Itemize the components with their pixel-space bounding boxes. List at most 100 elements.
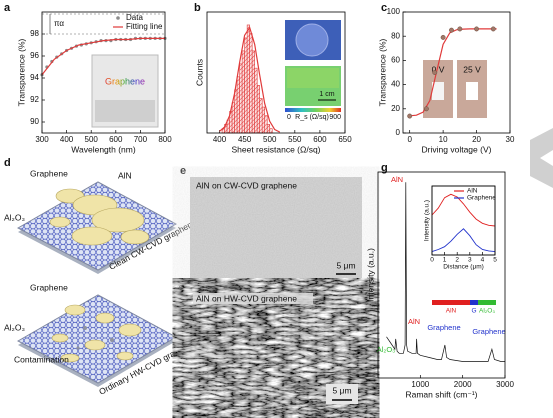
histogram-bar: [234, 89, 238, 134]
caption-box: [193, 293, 313, 304]
histogram-bar: [236, 76, 240, 134]
panel-label: c: [381, 2, 387, 14]
x-tick-label: 30: [506, 135, 515, 144]
scale-label: 5 μm: [332, 385, 351, 395]
histogram-bar: [269, 128, 273, 134]
panel-label: g: [381, 162, 388, 174]
plot-frame: [377, 171, 506, 379]
plot-frame: [41, 11, 166, 134]
y-tick-label: 92: [30, 95, 39, 104]
histogram-bar: [256, 85, 260, 134]
diagram-label: AlN: [118, 170, 132, 180]
y-axis-label: Transparence (%): [377, 38, 387, 106]
peak-label: Graphene: [472, 327, 505, 336]
histogram-bar: [266, 124, 271, 134]
y-tick-label: 60: [391, 56, 400, 65]
x-tick-label: 500: [263, 135, 277, 144]
histogram-bar: [254, 67, 258, 134]
colorbar-segment: [478, 300, 496, 305]
colorbar-label: AlN: [446, 308, 457, 315]
device: [432, 82, 444, 100]
histogram-bar: [249, 33, 253, 134]
data-point: [440, 34, 446, 40]
y-axis-label: Transparence (%): [16, 38, 26, 106]
data-point: [457, 26, 463, 32]
x-tick-label: 400: [213, 135, 227, 144]
peak-label: Al₂O₃: [377, 345, 395, 354]
image-caption: AlN on HW-CVD graphene: [196, 293, 297, 303]
legend-label: Graphene: [467, 195, 496, 202]
aln-islands: [51, 304, 142, 363]
colorbar-segment: [432, 300, 470, 305]
series-line: [431, 228, 496, 253]
scale-label: 1 cm: [319, 91, 334, 98]
legend-label: Data: [126, 13, 143, 22]
series-line: [41, 37, 165, 76]
y-tick-label: 90: [30, 117, 39, 126]
panel-label: f: [180, 288, 184, 300]
series-line: [431, 193, 496, 227]
x-axis-label: Distance (μm): [443, 264, 484, 271]
fit-line: [219, 26, 281, 133]
photo-label: 0 V: [432, 64, 445, 74]
data-point: [449, 27, 454, 33]
x-tick-label: 10: [439, 135, 448, 144]
colorbar-label: Al₂O₃: [479, 308, 495, 315]
x-tick-label: 550: [288, 135, 302, 144]
data-point: [490, 26, 496, 32]
decoration: [530, 128, 553, 188]
x-tick-label: 1000: [411, 380, 429, 389]
x-tick-label: 4: [481, 257, 485, 264]
diagram-label: Contamination: [14, 354, 69, 364]
inset-text: Graphene: [105, 76, 145, 86]
plot-frame: [206, 11, 346, 134]
x-tick-label: 0: [430, 257, 434, 264]
y-axis-label: Intensity (a.u.): [365, 248, 375, 302]
x-tick-label: 650: [338, 135, 352, 144]
x-tick-label: 700: [134, 135, 148, 144]
x-axis-label: Wavelength (nm): [71, 144, 136, 154]
x-tick-label: 20: [472, 135, 481, 144]
x-tick-label: 600: [313, 135, 327, 144]
histogram-bar: [264, 115, 268, 134]
data-point: [423, 106, 429, 112]
contamination: [76, 326, 114, 350]
x-tick-label: 1: [443, 257, 447, 264]
scale-label: 5 μm: [336, 260, 355, 270]
panel-label: b: [194, 2, 201, 14]
peak-label: AlN: [408, 317, 420, 326]
panel-label: a: [4, 2, 11, 14]
device: [466, 82, 478, 100]
colorbar-segment: [470, 300, 478, 305]
peak-label: AlN: [391, 175, 403, 184]
x-tick-label: 2: [455, 257, 459, 264]
histogram-bar: [244, 37, 248, 134]
ruler: [95, 100, 155, 122]
histogram-bar: [259, 98, 263, 134]
x-tick-label: 600: [109, 135, 123, 144]
y-tick-label: 80: [391, 31, 400, 40]
wafer: [295, 23, 329, 57]
colorbar-min: 0: [287, 114, 291, 121]
x-axis-label: Raman shift (cm⁻¹): [405, 389, 477, 399]
image-caption: AlN on CW-CVD graphene: [196, 180, 297, 190]
panel-label: e: [180, 165, 186, 177]
legend-marker: [116, 16, 120, 20]
photo-label: 25 V: [463, 64, 481, 74]
histogram-bar: [251, 50, 255, 134]
aln-islands: [49, 188, 150, 246]
x-tick-label: 3: [468, 257, 472, 264]
x-tick-label: 2000: [454, 380, 472, 389]
diagram-label: Graphene: [30, 282, 68, 292]
sem-texture: [190, 177, 362, 281]
x-axis-label: Sheet resistance (Ω/sq): [231, 144, 320, 154]
data-point: [407, 113, 413, 119]
y-tick-label: 0: [396, 128, 401, 137]
diagram-label: Al₂O₃: [4, 322, 25, 332]
histogram-bar: [241, 50, 245, 134]
colorbar-label: G: [471, 308, 476, 315]
y-axis-label: Intensity (a.u.): [424, 200, 431, 241]
x-tick-label: 500: [85, 135, 99, 144]
x-tick-label: 0: [407, 135, 412, 144]
